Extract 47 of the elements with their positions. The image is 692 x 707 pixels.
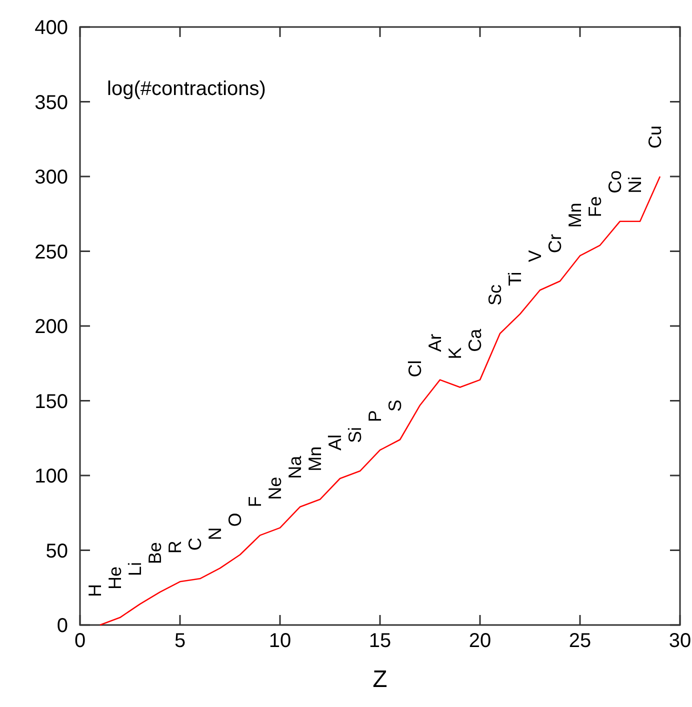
annotation: Ca (465, 328, 485, 352)
annotation: O (225, 512, 245, 527)
annotation: Ti (505, 272, 525, 286)
annotation: R (165, 540, 185, 554)
annotation: H (85, 584, 105, 597)
annotation: V (525, 250, 545, 262)
annotation: Cr (545, 234, 565, 254)
y-tick-label: 50 (46, 540, 68, 562)
x-tick-label: 5 (174, 630, 186, 652)
annotation: K (445, 347, 465, 360)
annotation: Mn (305, 446, 325, 472)
y-tick-label: 200 (34, 316, 68, 338)
y-tick-label: 150 (34, 390, 68, 413)
annotation: Be (145, 542, 165, 564)
annotation: Cu (645, 125, 665, 148)
annotation: P (365, 410, 385, 422)
y-tick-label: 300 (34, 166, 68, 188)
annotation: Cl (405, 360, 425, 378)
x-tick-label: 30 (668, 630, 692, 652)
annotation: Co (605, 170, 625, 194)
x-tick-label: 0 (74, 630, 86, 652)
annotation: Ni (625, 176, 645, 194)
y-tick-label: 250 (34, 241, 68, 264)
y-axis-title: log(#contractions) (107, 78, 266, 100)
annotation: N (205, 527, 225, 540)
annotation: Si (345, 427, 365, 444)
annotation: Na (285, 454, 305, 479)
annotation: S (385, 400, 405, 412)
annotation: Fe (585, 196, 605, 218)
x-tick-label: 20 (468, 630, 492, 652)
y-tick-label: 400 (34, 17, 68, 39)
annotation: C (185, 538, 205, 551)
annotation: Sc (485, 284, 505, 306)
annotation: He (105, 566, 125, 590)
y-tick-label: 350 (34, 92, 68, 114)
annotation: F (245, 496, 265, 508)
x-tick-label: 10 (268, 630, 292, 652)
annotation: Ne (265, 476, 285, 500)
annotation: Li (125, 562, 145, 576)
x-tick-label: 25 (568, 630, 592, 652)
y-tick-label: 0 (56, 615, 68, 637)
x-axis-title: Z (372, 666, 388, 693)
annotation: Mn (565, 202, 585, 228)
y-tick-label: 100 (34, 466, 68, 488)
annotation: Ar (425, 334, 445, 352)
x-tick-label: 15 (368, 630, 392, 652)
annotation: Al (325, 434, 345, 450)
